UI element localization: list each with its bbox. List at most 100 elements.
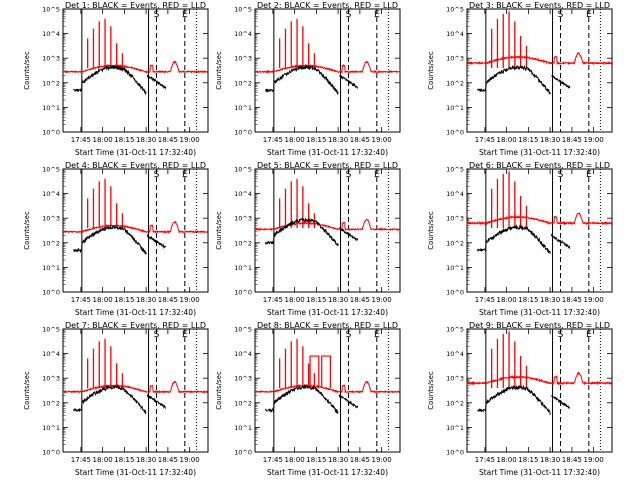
time-marker-label: S [154, 10, 160, 20]
x-tick-label: 17:45 [71, 456, 91, 464]
y-axis-label: Counts/sec [23, 211, 31, 250]
x-tick-label: 18:45 [562, 136, 582, 144]
y-tick-label: 10^4 [42, 30, 60, 38]
time-marker-label: E [182, 330, 188, 340]
series-lld-line [255, 60, 401, 75]
panel-title: Det 6: BLACK = Events, RED = LLD [469, 161, 610, 170]
y-tick-label: 10^0 [234, 449, 252, 457]
x-tick-label: 19:00 [584, 296, 604, 304]
panel-title: Det 2: BLACK = Events, RED = LLD [257, 1, 398, 10]
time-marker-label: S [558, 330, 564, 340]
series-events-line [72, 384, 167, 414]
y-tick-label: 10^0 [42, 129, 60, 137]
panel-title: Det 4: BLACK = Events, RED = LLD [65, 161, 206, 170]
x-tick-label: 18:00 [497, 296, 517, 304]
x-axis-label: Start Time (31-Oct-11 17:32:40) [267, 308, 388, 317]
x-tick-label: 18:30 [540, 296, 560, 304]
y-tick-label: 10^3 [446, 215, 464, 223]
x-axis-label: Start Time (31-Oct-11 17:32:40) [267, 468, 388, 477]
x-axis-label: Start Time (31-Oct-11 17:32:40) [75, 148, 196, 157]
y-tick-label: 10^2 [446, 239, 464, 247]
y-tick-label: 10^5 [234, 326, 252, 334]
x-axis-label: Start Time (31-Oct-11 17:32:40) [479, 148, 600, 157]
y-tick-label: 10^5 [446, 166, 464, 174]
x-axis-label: Start Time (31-Oct-11 17:32:40) [267, 148, 388, 157]
y-tick-label: 10^2 [42, 239, 60, 247]
x-tick-label: 18:45 [350, 136, 370, 144]
time-marker-label: S [346, 330, 352, 340]
x-tick-label: 19:00 [180, 456, 200, 464]
y-tick-label: 10^3 [42, 215, 60, 223]
x-tick-label: 19:00 [372, 296, 392, 304]
time-marker-label: E [182, 10, 188, 20]
y-tick-label: 10^1 [42, 424, 60, 432]
panel-det-1: Det 1: BLACK = Events, RED = LLD Counts/s… [23, 1, 209, 157]
plot-frame [254, 328, 401, 453]
y-tick-label: 10^2 [42, 79, 60, 87]
plot-frame [62, 328, 209, 453]
y-tick-label: 10^1 [446, 264, 464, 272]
time-marker-label: S [154, 170, 160, 180]
series-events-line [264, 217, 359, 247]
x-tick-label: 19:00 [372, 136, 392, 144]
y-tick-label: 10^1 [234, 264, 252, 272]
x-tick-label: 18:15 [518, 456, 538, 464]
y-tick-label: 10^3 [446, 375, 464, 383]
y-tick-label: 10^0 [234, 129, 252, 137]
x-tick-label: 17:45 [263, 136, 283, 144]
y-axis-label: Counts/sec [427, 51, 435, 90]
y-tick-label: 10^2 [234, 79, 252, 87]
x-tick-label: 18:30 [328, 296, 348, 304]
y-tick-label: 10^0 [446, 289, 464, 297]
panel-title: Det 3: BLACK = Events, RED = LLD [469, 1, 610, 10]
y-tick-label: 10^4 [234, 30, 252, 38]
x-tick-label: 18:15 [306, 136, 326, 144]
y-tick-label: 10^3 [42, 55, 60, 63]
y-tick-label: 10^1 [446, 104, 464, 112]
x-tick-label: 18:15 [518, 296, 538, 304]
y-tick-label: 10^5 [446, 6, 464, 14]
series-events-line [264, 383, 359, 414]
y-tick-label: 10^5 [42, 6, 60, 14]
y-axis-label: Counts/sec [23, 51, 31, 90]
series-events-line [73, 64, 167, 96]
x-tick-label: 18:15 [114, 136, 134, 144]
x-tick-label: 18:30 [540, 456, 560, 464]
y-tick-label: 10^1 [446, 424, 464, 432]
y-axis-label: Counts/sec [23, 371, 31, 410]
series-lld-line [466, 51, 613, 66]
series-lld-line [466, 212, 613, 226]
series-lld-line [254, 218, 401, 232]
y-tick-label: 10^3 [234, 55, 252, 63]
panel-det-8: Det 8: BLACK = Events, RED = LLD Counts/s… [215, 321, 401, 477]
x-tick-label: 18:00 [93, 456, 113, 464]
plot-frame [466, 328, 613, 453]
y-tick-label: 10^2 [446, 79, 464, 87]
time-marker-label: E [182, 170, 188, 180]
time-marker-label: S [346, 170, 352, 180]
time-marker-label: S [558, 10, 564, 20]
x-tick-label: 18:00 [285, 296, 305, 304]
series-events-line [476, 224, 571, 254]
lld-plateau [309, 355, 331, 389]
panel-det-9: Det 9: BLACK = Events, RED = LLD Counts/s… [427, 321, 613, 477]
series-lld-line [466, 371, 613, 386]
x-tick-label: 18:45 [158, 296, 178, 304]
y-tick-label: 10^5 [42, 326, 60, 334]
plot-frame [466, 168, 613, 293]
y-tick-label: 10^1 [42, 104, 60, 112]
panel-det-5: Det 5: BLACK = Events, RED = LLD Counts/s… [215, 161, 401, 317]
y-tick-label: 10^5 [446, 326, 464, 334]
y-tick-label: 10^4 [234, 190, 252, 198]
panel-title: Det 5: BLACK = Events, RED = LLD [257, 161, 398, 170]
x-tick-label: 18:00 [285, 456, 305, 464]
time-marker-label: E [374, 330, 380, 340]
y-tick-label: 10^0 [234, 289, 252, 297]
y-axis-label: Counts/sec [427, 371, 435, 410]
y-tick-label: 10^0 [42, 449, 60, 457]
x-tick-label: 17:45 [475, 456, 495, 464]
x-tick-label: 19:00 [372, 456, 392, 464]
x-axis-label: Start Time (31-Oct-11 17:32:40) [75, 308, 196, 317]
plot-frame [254, 168, 401, 293]
